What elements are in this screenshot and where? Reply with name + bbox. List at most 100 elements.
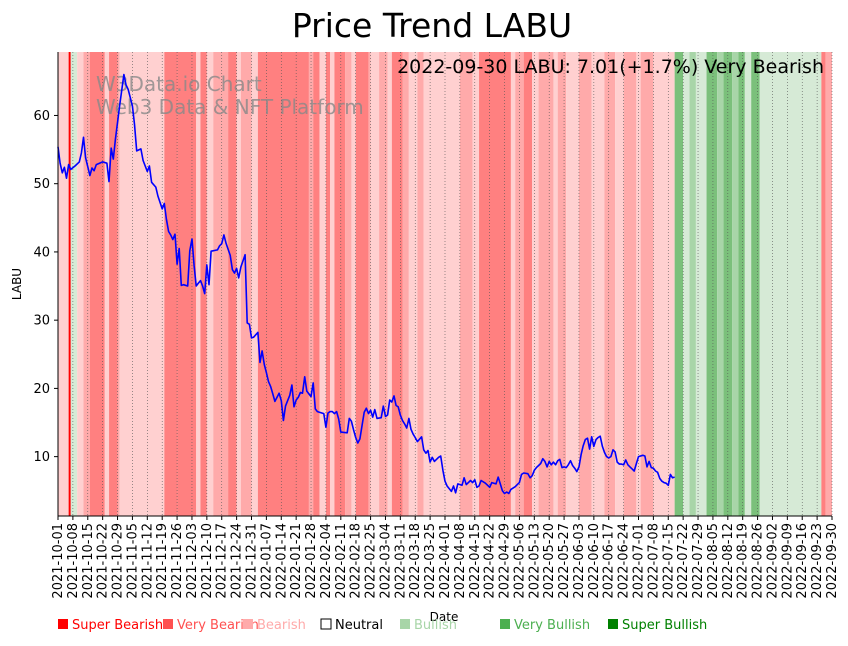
x-tick-label: 2022-04-15: [468, 523, 483, 599]
x-tick-label: 2022-07-08: [646, 523, 661, 599]
x-tick-label: 2022-08-26: [751, 523, 766, 599]
sentiment-band-bullish: [744, 52, 752, 516]
sentiment-band-very-bearish: [257, 52, 309, 516]
x-tick-label: 2022-09-16: [795, 523, 810, 599]
sentiment-band-very-bearish: [479, 52, 511, 516]
sentiment-band-super-bullish: [706, 52, 718, 516]
x-tick-label: 2022-02-18: [349, 523, 364, 599]
sentiment-band-very-bullish: [717, 52, 724, 516]
sentiment-band-bearish: [117, 52, 120, 516]
x-tick-label: 2022-06-17: [602, 523, 617, 599]
sentiment-band-very-bearish: [313, 52, 320, 516]
sentiment-band-bearish: [578, 52, 592, 516]
y-tick-label: 20: [33, 382, 50, 397]
sentiment-band-bearish: [459, 52, 473, 516]
sentiment-band-neutral: [251, 52, 258, 516]
sentiment-band-bullish: [70, 52, 78, 516]
y-tick-label: 60: [33, 109, 50, 124]
legend-label: Bearish: [257, 618, 306, 633]
legend-swatch: [243, 619, 253, 629]
y-tick-label: 40: [33, 245, 50, 260]
sentiment-band-neutral: [387, 52, 392, 516]
legend-swatch: [400, 619, 410, 629]
sentiment-band-very-bearish: [228, 52, 237, 516]
sentiment-band-very-bullish: [689, 52, 696, 516]
y-axis-label: LABU: [10, 268, 24, 300]
x-tick-label: 2021-10-29: [111, 523, 126, 599]
sentiment-band-neutral: [472, 52, 480, 516]
sentiment-band-bearish: [623, 52, 637, 516]
y-tick-label: 10: [33, 450, 50, 465]
sentiment-band-bullish: [683, 52, 690, 516]
legend-swatch: [320, 618, 332, 630]
sentiment-band-bearish: [213, 52, 229, 516]
sentiment-band-very-bullish: [732, 52, 739, 516]
sentiment-band-neutral: [408, 52, 418, 516]
x-tick-label: 2022-03-11: [393, 523, 408, 599]
x-tick-label: 2022-03-25: [423, 523, 438, 599]
watermark-line-2: Web3 Data & NFT Platform: [96, 95, 364, 119]
sentiment-band-super-bullish: [751, 52, 760, 516]
sentiment-band-very-bearish: [89, 52, 105, 516]
sentiment-band-super-bearish: [68, 52, 71, 516]
sentiment-band-very-bearish: [391, 52, 403, 516]
x-tick-label: 2021-11-05: [125, 523, 140, 599]
x-tick-label: 2021-11-12: [140, 523, 155, 599]
legend-label: Very Bearish: [177, 618, 259, 633]
x-ticks: 2021-10-01 2021-10-08 2021-10-15 2021-10-22…: [51, 516, 840, 599]
sentiment-band-very-bearish: [109, 52, 118, 516]
x-tick-label: 2022-06-03: [572, 523, 587, 599]
x-tick-label: 2022-07-01: [632, 523, 647, 599]
sentiment-band-neutral: [510, 52, 516, 516]
chart-title: Price Trend LABU: [292, 6, 572, 45]
sentiment-band-neutral: [553, 52, 558, 516]
sentiment-band-bearish: [417, 52, 424, 516]
sentiment-band-very-bearish: [177, 52, 197, 516]
sentiment-band-bearish: [368, 52, 371, 516]
sentiment-band-neutral: [236, 52, 241, 516]
legend-label: Super Bullish: [622, 618, 707, 633]
sentiment-band-bearish: [402, 52, 409, 516]
sentiment-band-bullish: [759, 52, 822, 516]
sentiment-band-super-bullish: [674, 52, 684, 516]
x-tick-label: 2022-09-23: [810, 523, 825, 599]
x-tick-label: 2022-01-07: [259, 523, 274, 599]
x-tick-label: 2021-10-01: [51, 523, 66, 599]
x-tick-label: 2022-08-12: [721, 523, 736, 599]
latest-price-annotation: 2022-09-30 LABU: 7.01(+1.7%) Very Bearis…: [397, 56, 824, 78]
x-tick-label: 2021-10-08: [66, 523, 81, 599]
sentiment-band-bearish: [538, 52, 554, 516]
sentiment-bands: [58, 52, 832, 516]
sentiment-band-bearish: [379, 52, 388, 516]
x-tick-label: 2022-04-29: [498, 523, 513, 599]
legend-swatch: [163, 619, 173, 629]
x-tick-label: 2022-04-08: [453, 523, 468, 599]
x-tick-label: 2021-10-22: [96, 523, 111, 599]
x-tick-label: 2022-08-05: [706, 523, 721, 599]
vertical-gridlines: [57, 52, 833, 516]
sentiment-band-neutral: [615, 52, 624, 516]
sentiment-band-bearish: [604, 52, 616, 516]
sentiment-band-bearish: [345, 52, 352, 516]
x-tick-label: 2022-05-06: [512, 523, 527, 599]
x-tick-label: 2021-12-17: [215, 523, 230, 599]
x-tick-label: 2022-07-22: [676, 523, 691, 599]
sentiment-band-super-bullish: [738, 52, 745, 516]
x-tick-label: 2022-01-14: [274, 523, 289, 599]
x-tick-label: 2022-02-04: [319, 523, 334, 599]
sentiment-band-neutral: [370, 52, 380, 516]
sentiment-band-neutral: [58, 52, 69, 516]
legend-swatch: [58, 619, 68, 629]
sentiment-band-very-bearish: [164, 52, 178, 516]
sentiment-band-bearish: [557, 52, 567, 516]
sentiment-band-bearish: [640, 52, 654, 516]
x-tick-label: 2022-04-22: [483, 523, 498, 599]
x-tick-label: 2022-02-11: [334, 523, 349, 599]
sentiment-band-neutral: [119, 52, 165, 516]
x-tick-label: 2022-01-28: [304, 523, 319, 599]
x-tick-label: 2022-05-13: [527, 523, 542, 599]
sentiment-band-very-bearish: [200, 52, 207, 516]
x-tick-label: 2021-12-10: [200, 523, 215, 599]
x-tick-label: 2021-11-26: [170, 523, 185, 599]
